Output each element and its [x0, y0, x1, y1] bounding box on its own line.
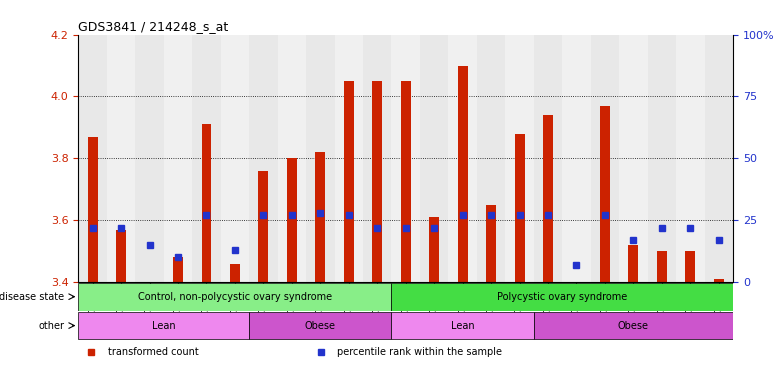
Bar — [164, 35, 192, 282]
Bar — [107, 35, 136, 282]
Bar — [486, 205, 496, 282]
Bar — [629, 245, 638, 282]
Bar — [372, 81, 383, 282]
Bar — [713, 279, 724, 282]
Bar — [676, 35, 705, 282]
Bar — [391, 283, 733, 311]
Bar — [363, 35, 391, 282]
Bar — [534, 35, 562, 282]
Text: other: other — [38, 321, 64, 331]
Bar — [259, 171, 268, 282]
Bar — [648, 35, 676, 282]
Text: Obese: Obese — [305, 321, 336, 331]
Bar — [78, 312, 249, 339]
Bar — [562, 35, 590, 282]
Bar — [619, 35, 648, 282]
Text: Polycystic ovary syndrome: Polycystic ovary syndrome — [497, 292, 627, 302]
Bar — [88, 137, 98, 282]
Bar — [230, 264, 240, 282]
Text: Lean: Lean — [451, 321, 474, 331]
Bar — [192, 35, 221, 282]
Bar — [315, 152, 325, 282]
Bar — [657, 251, 667, 282]
Bar — [116, 230, 126, 282]
Bar — [391, 312, 534, 339]
Bar — [335, 35, 363, 282]
Bar — [287, 159, 297, 282]
Bar — [306, 35, 335, 282]
Bar — [78, 35, 107, 282]
Text: Obese: Obese — [618, 321, 649, 331]
Text: percentile rank within the sample: percentile rank within the sample — [337, 348, 502, 358]
Bar — [448, 35, 477, 282]
Bar — [534, 312, 733, 339]
Bar — [685, 251, 695, 282]
Bar — [506, 35, 534, 282]
Text: GDS3841 / 214248_s_at: GDS3841 / 214248_s_at — [78, 20, 229, 33]
Bar — [600, 106, 610, 282]
Bar — [78, 283, 391, 311]
Text: disease state: disease state — [0, 292, 64, 302]
Bar — [401, 81, 411, 282]
Bar — [543, 115, 553, 282]
Text: Control, non-polycystic ovary syndrome: Control, non-polycystic ovary syndrome — [138, 292, 332, 302]
Bar — [705, 35, 733, 282]
Bar — [249, 35, 278, 282]
Bar — [420, 35, 448, 282]
Bar — [590, 35, 619, 282]
Bar — [344, 81, 354, 282]
Bar — [477, 35, 506, 282]
Bar — [221, 35, 249, 282]
Bar — [249, 312, 391, 339]
Bar — [278, 35, 306, 282]
Bar — [514, 134, 524, 282]
Bar — [458, 66, 467, 282]
Bar — [173, 257, 183, 282]
Text: Lean: Lean — [152, 321, 176, 331]
Bar — [391, 35, 420, 282]
Bar — [201, 124, 212, 282]
Bar — [429, 217, 439, 282]
Text: transformed count: transformed count — [108, 348, 198, 358]
Bar — [136, 35, 164, 282]
